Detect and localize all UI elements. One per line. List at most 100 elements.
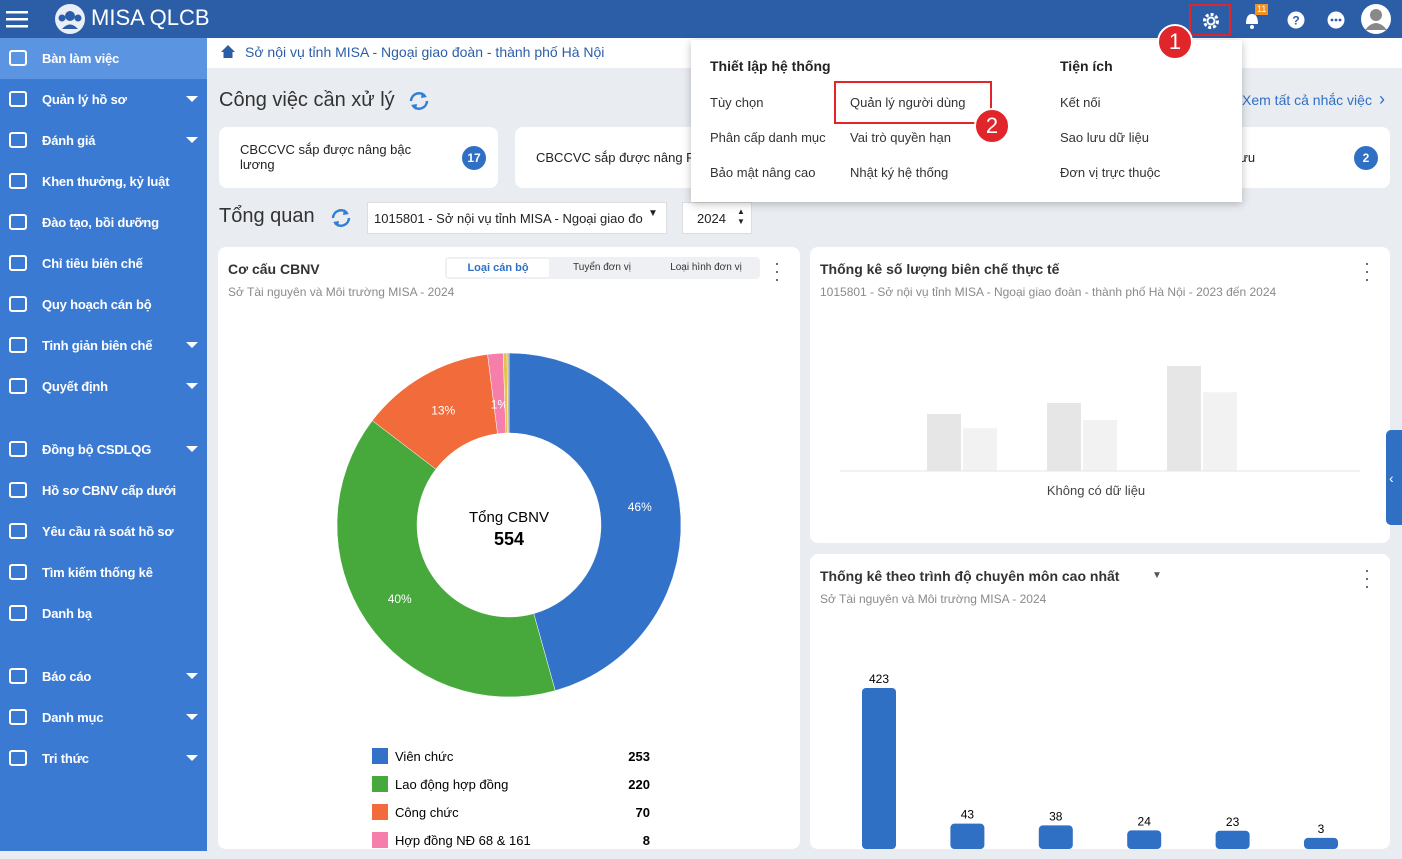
sidebar-item[interactable]: Yêu cầu rà soát hồ sơ	[0, 511, 207, 552]
sidebar-item[interactable]: Hồ sơ CBNV cấp dưới	[0, 470, 207, 511]
expand-arrow	[186, 755, 198, 763]
empty-chart: Không có dữ liệu	[810, 247, 1390, 543]
menu-item[interactable]: Bảo mật nâng cao	[710, 165, 816, 180]
sidebar-icon	[9, 214, 27, 230]
chart-panel: Thống kê theo trình độ chuyên môn cao nh…	[810, 554, 1390, 849]
menu-section-title: Tiện ích	[1060, 58, 1113, 74]
no-data-text: Không có dữ liệu	[1047, 483, 1145, 498]
sidebar-label: Chỉ tiêu biên chế	[42, 256, 143, 271]
legend-swatch	[372, 804, 388, 820]
settings-button[interactable]	[1189, 4, 1231, 36]
menu-item[interactable]: Vai trò quyền hạn	[850, 130, 951, 145]
sidebar-icon	[9, 709, 27, 725]
bar	[862, 688, 896, 849]
sidebar-label: Hồ sơ CBNV cấp dưới	[42, 483, 176, 498]
menu-icon[interactable]	[6, 8, 30, 30]
menu-section-title: Thiết lập hệ thống	[710, 58, 831, 74]
sidebar-icon	[9, 337, 27, 353]
highlight-box	[834, 81, 992, 124]
bar-value-label: 423	[869, 672, 889, 686]
sidebar-icon	[9, 668, 27, 684]
help-icon[interactable]: ?	[1287, 11, 1305, 29]
notification-badge: 11	[1255, 4, 1268, 15]
chart-panel: Cơ cấu CBNVSở Tài nguyên và Môi trường M…	[218, 247, 800, 849]
sidebar-label: Bàn làm việc	[42, 51, 119, 66]
refresh-icon[interactable]	[329, 206, 353, 230]
app-name: MISA QLCB	[91, 5, 210, 31]
menu-item[interactable]: Nhật ký hệ thống	[850, 165, 948, 180]
sidebar-item[interactable]: Danh bạ	[0, 593, 207, 634]
sidebar-icon	[9, 441, 27, 457]
callout-badge: 1	[1157, 24, 1193, 60]
unit-select[interactable]: 1015801 - Sở nội vụ tỉnh MISA - Ngoại gi…	[367, 202, 667, 234]
arrow	[186, 714, 198, 720]
sidebar-item[interactable]: Quyết định	[0, 366, 207, 407]
sidebar-item[interactable]: Tìm kiếm thống kê	[0, 552, 207, 593]
sidebar-item[interactable]: Đồng bộ CSDLQG	[0, 429, 207, 470]
bar	[950, 824, 984, 849]
arrow	[186, 446, 198, 452]
legend-swatch	[372, 832, 388, 848]
slice-label: 40%	[388, 592, 412, 606]
home-icon[interactable]	[220, 44, 236, 59]
menu-item[interactable]: Tùy chọn	[710, 95, 763, 110]
sidebar-item[interactable]: Báo cáo	[0, 656, 207, 697]
sidebar-icon	[9, 255, 27, 271]
sidebar-item[interactable]: Danh mục	[0, 697, 207, 738]
unit-select-value: 1015801 - Sở nội vụ tỉnh MISA - Ngoại gi…	[374, 211, 643, 226]
sidebar-item[interactable]: Bàn làm việc	[0, 38, 207, 79]
legend-value: 220	[628, 777, 650, 792]
placeholder-bar	[1047, 403, 1081, 471]
refresh-icon[interactable]	[407, 89, 431, 113]
sidebar-item[interactable]: Đào tạo, bồi dưỡng	[0, 202, 207, 243]
avatar[interactable]	[1360, 3, 1392, 35]
sidebar-item[interactable]: Quản lý hồ sơ	[0, 79, 207, 120]
bar	[1127, 830, 1161, 849]
sidebar-item[interactable]: Chỉ tiêu biên chế	[0, 243, 207, 284]
sidebar-item[interactable]: Quy hoạch cán bộ	[0, 284, 207, 325]
sidebar-item[interactable]: Khen thưởng, kỷ luật	[0, 161, 207, 202]
menu-item[interactable]: Đơn vị trực thuộc	[1060, 165, 1160, 180]
sidebar-item[interactable]: Tinh giản biên chế	[0, 325, 207, 366]
breadcrumb[interactable]: Sở nội vụ tỉnh MISA - Ngoại giao đoàn - …	[245, 44, 604, 60]
placeholder-bar	[1167, 366, 1201, 471]
year-input[interactable]: 2024 ▲ ▼	[682, 202, 752, 234]
sidebar-label: Đồng bộ CSDLQG	[42, 442, 151, 457]
bar-value-label: 24	[1138, 814, 1152, 828]
sidebar-icon	[9, 523, 27, 539]
sidebar-item[interactable]: Tri thức	[0, 738, 207, 779]
expand-arrow	[186, 673, 198, 681]
sidebar-item[interactable]: Đánh giá	[0, 120, 207, 161]
bar-value-label: 38	[1049, 809, 1063, 823]
side-panel-toggle[interactable]: ‹	[1386, 430, 1402, 525]
slice-label: 46%	[628, 500, 652, 514]
more-icon[interactable]	[1327, 11, 1345, 29]
sidebar-icon	[9, 173, 27, 189]
arrow	[186, 755, 198, 761]
menu-item[interactable]: Sao lưu dữ liệu	[1060, 130, 1149, 145]
tasks-title: Công việc cần xử lý	[219, 89, 395, 112]
sidebar-label: Báo cáo	[42, 669, 91, 684]
view-all-link[interactable]: Xem tất cả nhắc việc	[1242, 92, 1372, 108]
overview-title: Tổng quan	[219, 205, 315, 228]
task-card-count: 17	[462, 146, 486, 170]
bar-value-label: 3	[1318, 822, 1325, 836]
sidebar-label: Danh bạ	[42, 606, 92, 621]
menu-item[interactable]: Phân cấp danh mục	[710, 130, 826, 145]
legend-label: Hợp đồng NĐ 68 & 161	[395, 833, 531, 848]
sidebar-icon	[9, 482, 27, 498]
year-value: 2024	[697, 211, 726, 226]
sidebar-label: Quyết định	[42, 379, 108, 394]
task-card[interactable]: CBCCVC sắp được nâng bậc lương17	[219, 127, 498, 188]
svg-text:?: ?	[1292, 14, 1299, 28]
placeholder-bar	[1203, 392, 1237, 471]
donut-slice	[337, 421, 555, 697]
bar-value-label: 43	[961, 808, 975, 822]
expand-arrow	[186, 96, 198, 104]
year-spinner: ▲ ▼	[737, 207, 745, 227]
sidebar-icon	[9, 378, 27, 394]
sidebar-label: Yêu cầu rà soát hồ sơ	[42, 524, 173, 539]
menu-item[interactable]: Kết nối	[1060, 95, 1100, 110]
legend-value: 253	[628, 749, 650, 764]
